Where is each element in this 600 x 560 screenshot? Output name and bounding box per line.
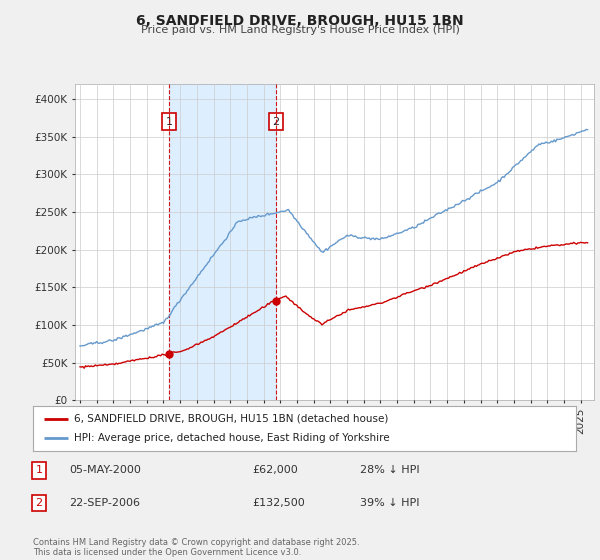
Text: 2: 2 <box>35 498 43 508</box>
Text: 1: 1 <box>166 116 173 127</box>
Text: £132,500: £132,500 <box>252 498 305 508</box>
Text: 2: 2 <box>272 116 280 127</box>
Text: 05-MAY-2000: 05-MAY-2000 <box>69 465 141 475</box>
Text: 6, SANDFIELD DRIVE, BROUGH, HU15 1BN: 6, SANDFIELD DRIVE, BROUGH, HU15 1BN <box>136 14 464 28</box>
Text: Price paid vs. HM Land Registry's House Price Index (HPI): Price paid vs. HM Land Registry's House … <box>140 25 460 35</box>
Text: 6, SANDFIELD DRIVE, BROUGH, HU15 1BN (detached house): 6, SANDFIELD DRIVE, BROUGH, HU15 1BN (de… <box>74 413 388 423</box>
Text: 22-SEP-2006: 22-SEP-2006 <box>69 498 140 508</box>
Text: 1: 1 <box>35 465 43 475</box>
Bar <box>169 84 276 400</box>
Text: Contains HM Land Registry data © Crown copyright and database right 2025.
This d: Contains HM Land Registry data © Crown c… <box>33 538 359 557</box>
Text: 28% ↓ HPI: 28% ↓ HPI <box>360 465 419 475</box>
Text: £62,000: £62,000 <box>252 465 298 475</box>
Text: HPI: Average price, detached house, East Riding of Yorkshire: HPI: Average price, detached house, East… <box>74 433 389 444</box>
Text: 39% ↓ HPI: 39% ↓ HPI <box>360 498 419 508</box>
